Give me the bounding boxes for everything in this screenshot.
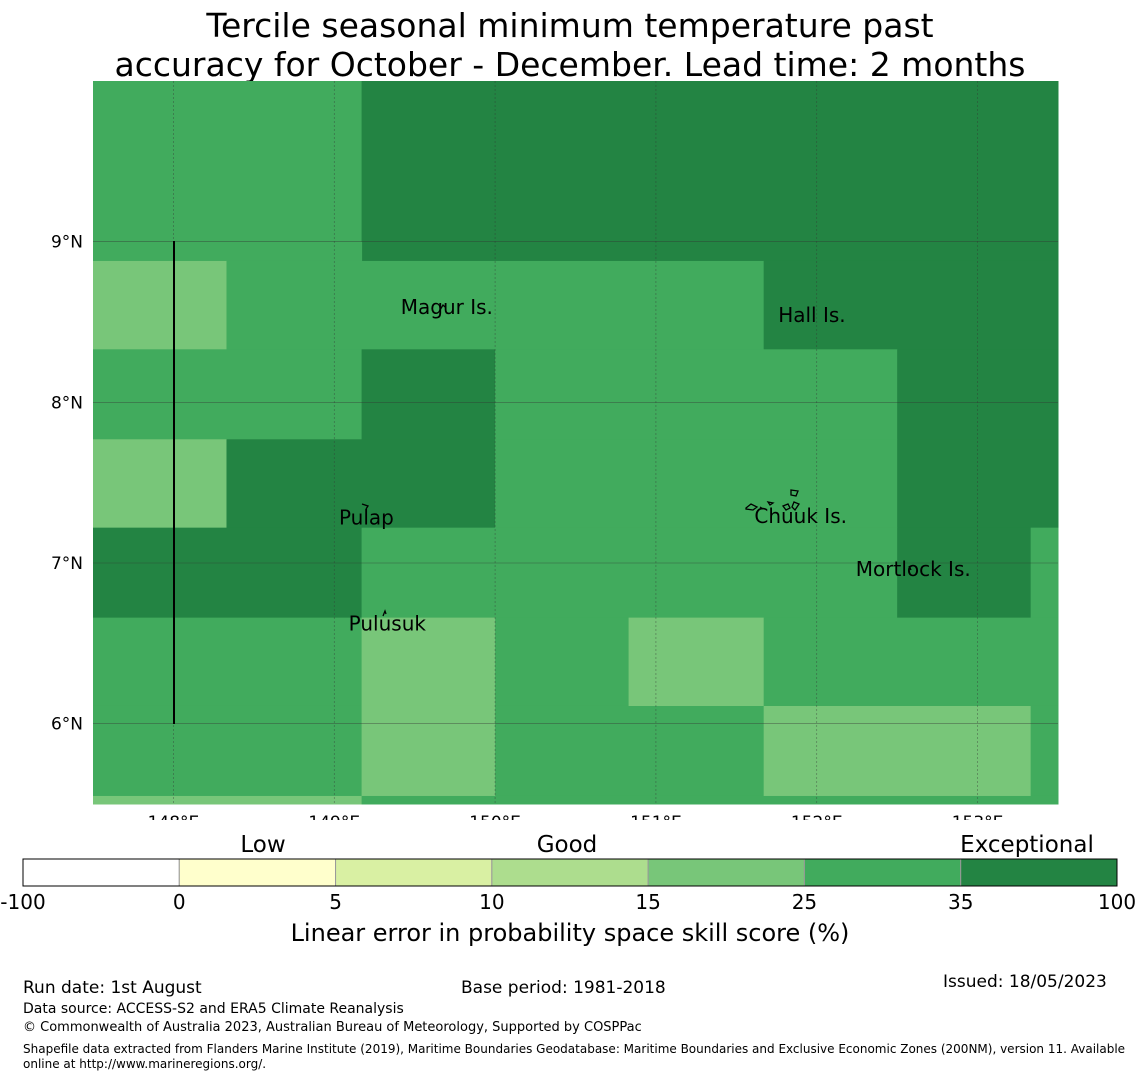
skill-cell xyxy=(93,617,363,707)
y-axis-ticks: 9°N 8°N 7°N 6°N xyxy=(51,233,83,735)
title-line-1: Tercile seasonal minimum temperature pas… xyxy=(206,6,934,45)
category-label: Exceptional xyxy=(960,832,1094,858)
colorbar-swatch xyxy=(22,858,180,887)
skill-cell xyxy=(226,439,496,529)
place-label: Hall Is. xyxy=(778,303,845,327)
colorbar-swatch xyxy=(647,858,805,887)
pulusuk-island-shape xyxy=(382,609,387,617)
colorbar-tick-label: 15 xyxy=(635,890,660,914)
skill-cell xyxy=(361,527,898,619)
y-tick-label: 9°N xyxy=(51,233,83,253)
graticule xyxy=(93,81,1058,804)
run-date: Run date: 1st August xyxy=(23,978,202,998)
skill-cell xyxy=(1030,527,1059,619)
colorbar-tick-label: 10 xyxy=(479,890,504,914)
skill-cell xyxy=(495,349,898,440)
colorbar-swatch xyxy=(803,858,962,887)
colorbar-swatch xyxy=(960,858,1118,887)
skill-cell xyxy=(1030,705,1059,797)
category-label: Good xyxy=(537,832,598,858)
issued-date: Issued: 18/05/2023 xyxy=(943,972,1107,992)
skill-cell xyxy=(93,527,363,619)
x-tick-label: 148°E xyxy=(148,813,200,820)
skill-cell xyxy=(93,349,363,440)
colorbar-frame xyxy=(22,858,1118,887)
chart-title: Tercile seasonal minimum temperature pas… xyxy=(0,6,1140,84)
skill-cell xyxy=(763,705,1032,797)
colorbar-tick-label: 5 xyxy=(329,890,342,914)
skill-cell xyxy=(361,81,1059,243)
x-axis-ticks: 148°E 149°E 150°E 151°E 152°E 153°E xyxy=(148,813,1004,820)
colorbar-swatch xyxy=(178,858,337,887)
colorbar-swatch xyxy=(491,858,649,887)
x-tick-label: 149°E xyxy=(308,813,360,820)
magur-island-shape xyxy=(439,303,446,311)
skill-cell xyxy=(763,260,1059,350)
chuuk-island-shape xyxy=(745,489,800,512)
skill-map: Magur Is. Hall Is. Pulap Chuuk Is. Mortlock … xyxy=(51,81,1059,820)
colorbar-tick-label: -100 xyxy=(0,890,45,914)
colorbar-tick-label: 25 xyxy=(792,890,817,914)
colorbar: Low Good Exceptional -100 0 5 10 15 25 35 100 Lin… xyxy=(0,832,1136,947)
base-period: Base period: 1981-2018 xyxy=(461,978,666,998)
skill-cell xyxy=(361,795,1059,805)
category-label: Low xyxy=(240,832,285,858)
colorbar-swatches xyxy=(22,858,1118,887)
place-label: Magur Is. xyxy=(401,295,493,319)
y-tick-label: 7°N xyxy=(51,554,83,574)
skill-cell xyxy=(93,795,363,805)
shapefile-credit: Shapefile data extracted from Flanders M… xyxy=(23,1042,1126,1071)
skill-cell xyxy=(897,527,1032,619)
skill-cell xyxy=(361,349,496,440)
place-label: Pulusuk xyxy=(349,611,427,635)
x-tick-label: 152°E xyxy=(791,813,843,820)
copyright: © Commonwealth of Australia 2023, Austra… xyxy=(23,1020,642,1035)
colorbar-tick-label: 100 xyxy=(1098,890,1136,914)
skill-cell xyxy=(93,241,363,262)
place-labels: Magur Is. Hall Is. Pulap Chuuk Is. Mortlock … xyxy=(339,295,971,636)
skill-cell xyxy=(495,705,765,797)
place-label: Pulap xyxy=(339,505,394,529)
y-tick-label: 6°N xyxy=(51,715,83,735)
skill-cell xyxy=(93,260,227,350)
skill-cell xyxy=(361,617,496,707)
skill-cell xyxy=(763,617,1059,707)
colorbar-ticks: -100 0 5 10 15 25 35 100 xyxy=(0,890,1136,914)
skill-cell xyxy=(495,617,630,707)
data-source: Data source: ACCESS-S2 and ERA5 Climate … xyxy=(23,1001,404,1017)
skill-cell xyxy=(93,439,227,529)
x-tick-label: 150°E xyxy=(469,813,521,820)
skill-cell xyxy=(628,617,765,707)
x-tick-label: 151°E xyxy=(630,813,682,820)
island-outlines xyxy=(361,303,912,617)
skill-cell xyxy=(93,705,363,797)
title-line-2: accuracy for October - December. Lead ti… xyxy=(114,45,1026,84)
skill-cell xyxy=(361,705,496,797)
colorbar-label: Linear error in probability space skill … xyxy=(291,919,850,947)
colorbar-tick-label: 35 xyxy=(948,890,973,914)
y-tick-label: 8°N xyxy=(51,393,83,413)
x-tick-label: 153°E xyxy=(952,813,1004,820)
place-label: Mortlock Is. xyxy=(856,557,971,581)
skill-cell xyxy=(495,439,898,529)
colorbar-tick-label: 0 xyxy=(173,890,186,914)
place-label: Chuuk Is. xyxy=(754,504,847,528)
pulap-island-shape xyxy=(361,503,370,510)
colorbar-swatch xyxy=(335,858,493,887)
mortlock-island-shape xyxy=(908,565,912,571)
skill-cell xyxy=(93,81,363,243)
colorbar-categories: Low Good Exceptional xyxy=(240,832,1093,858)
